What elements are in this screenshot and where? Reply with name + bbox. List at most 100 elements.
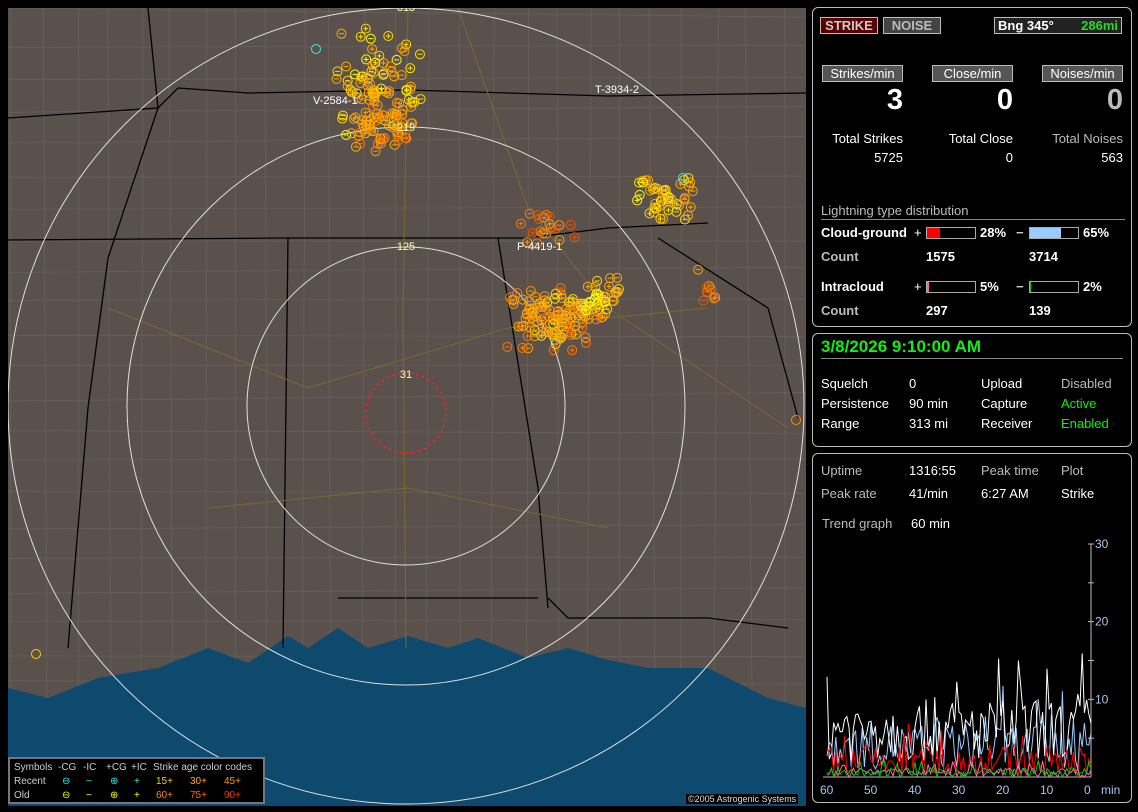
strike-circle-icon bbox=[537, 301, 548, 312]
close-per-min-button[interactable]: Close/min bbox=[932, 65, 1013, 82]
lightning-map[interactable]: 31 125 219 313 V-2584-1 T-3934-2 P-4419-… bbox=[8, 8, 806, 806]
strike-circle-icon bbox=[370, 146, 381, 157]
strike-circle-icon bbox=[376, 83, 387, 94]
strike-circle-icon bbox=[502, 341, 513, 352]
strike-circle-icon bbox=[604, 281, 615, 292]
strike-marker bbox=[352, 92, 363, 103]
strike-marker bbox=[569, 232, 580, 243]
strike-circle-icon bbox=[612, 272, 623, 283]
range-label: Range bbox=[821, 416, 860, 431]
strike-marker bbox=[527, 227, 538, 238]
trend-graph: 30 20 10 60 50 40 30 20 10 0 min bbox=[820, 537, 1120, 797]
legend-header-age: Strike age color codes bbox=[153, 762, 252, 773]
strike-button[interactable]: STRIKE bbox=[820, 17, 878, 34]
strike-circle-icon bbox=[554, 235, 565, 246]
plot-value[interactable]: Strike bbox=[1061, 486, 1095, 501]
datetime: 3/8/2026 9:10:00 AM bbox=[821, 337, 1123, 359]
strike-circle-icon bbox=[378, 68, 389, 79]
peak-time-value: 6:27 AM bbox=[981, 486, 1029, 501]
strike-marker bbox=[332, 66, 343, 77]
copyright: ©2005 Astrogenic Systems bbox=[686, 794, 799, 804]
strike-marker bbox=[350, 112, 361, 123]
strike-circle-icon bbox=[505, 292, 516, 303]
strike-circle-icon bbox=[375, 138, 386, 149]
strike-circle-icon bbox=[369, 88, 380, 99]
age-15: 15+ bbox=[156, 776, 173, 787]
age-30: 30+ bbox=[190, 776, 207, 787]
strike-circle-icon bbox=[414, 49, 425, 60]
receiver-value: Enabled bbox=[1061, 416, 1109, 431]
receiver-label: Receiver bbox=[981, 416, 1033, 431]
strike-circle-icon bbox=[341, 129, 352, 140]
strike-marker bbox=[508, 298, 519, 309]
neg-cg-old-icon: ⊖ bbox=[62, 790, 71, 801]
strike-circle-icon bbox=[550, 288, 561, 299]
strike-circle-icon bbox=[383, 88, 394, 99]
cg-pos-sign: + bbox=[914, 225, 922, 240]
x-tick-label: 30 bbox=[952, 783, 966, 797]
strike-circle-icon bbox=[660, 184, 671, 195]
cg-count-label: Count bbox=[821, 249, 859, 264]
pos-ic-recent-icon: + bbox=[134, 776, 140, 787]
strike-marker bbox=[547, 327, 558, 338]
strike-marker bbox=[590, 314, 601, 325]
ic-neg-count: 139 bbox=[1029, 303, 1051, 318]
strike-marker bbox=[702, 282, 713, 293]
strikes-per-min-button[interactable]: Strikes/min bbox=[822, 65, 903, 82]
x-tick-label: 0 bbox=[1084, 783, 1091, 797]
strike-circle-icon bbox=[682, 210, 693, 221]
strike-marker bbox=[383, 120, 394, 131]
strike-circle-icon bbox=[637, 176, 648, 187]
strike-marker bbox=[553, 306, 564, 317]
strike-marker bbox=[387, 108, 398, 119]
strike-marker bbox=[366, 66, 377, 77]
strike-circle-icon bbox=[651, 203, 662, 214]
county-line bbox=[42, 8, 48, 806]
upload-label: Upload bbox=[981, 376, 1023, 391]
ic-pos-pct: 5% bbox=[980, 279, 999, 294]
strike-marker bbox=[597, 312, 608, 323]
strike-marker bbox=[367, 59, 378, 70]
strike-circle-icon bbox=[336, 28, 347, 39]
strike-circle-icon bbox=[350, 69, 361, 80]
strike-circle-icon bbox=[532, 316, 543, 327]
strike-circle-icon bbox=[693, 264, 704, 275]
county-line bbox=[8, 556, 806, 559]
state-border bbox=[547, 597, 789, 629]
x-tick-label: 20 bbox=[996, 783, 1010, 797]
strike-circle-icon bbox=[378, 110, 389, 121]
strike-circle-icon bbox=[685, 177, 696, 188]
strike-circle-icon bbox=[392, 129, 403, 140]
legend-header-pos-cg: +CG bbox=[106, 762, 127, 773]
strike-marker bbox=[708, 293, 719, 304]
strike-circle-icon bbox=[529, 325, 540, 336]
strike-marker bbox=[544, 219, 555, 230]
strike-circle-icon bbox=[589, 294, 600, 305]
persistence-value: 90 min bbox=[909, 396, 949, 411]
pos-ic-old-icon: + bbox=[134, 790, 140, 801]
strike-circle-icon bbox=[331, 73, 342, 84]
noise-button[interactable]: NOISE bbox=[883, 17, 941, 34]
strike-circle-icon bbox=[355, 31, 366, 42]
state-border bbox=[497, 237, 549, 609]
strike-circle-icon bbox=[403, 94, 414, 105]
strike-circle-icon bbox=[563, 323, 574, 334]
age-45: 45+ bbox=[224, 776, 241, 787]
strike-marker bbox=[361, 54, 372, 65]
strike-marker bbox=[632, 195, 643, 206]
x-tick-label: 60 bbox=[820, 783, 834, 797]
strike-marker bbox=[383, 30, 394, 41]
strike-marker bbox=[600, 296, 611, 307]
strike-circle-icon bbox=[379, 132, 390, 143]
strike-circle-icon bbox=[536, 315, 547, 326]
strike-marker bbox=[577, 322, 588, 333]
strike-marker bbox=[663, 205, 674, 216]
strike-circle-icon bbox=[360, 128, 371, 139]
total-close-label: Total Close bbox=[948, 131, 1013, 146]
strike-marker bbox=[536, 330, 547, 341]
neg-cg-recent-icon: ⊖ bbox=[62, 776, 71, 787]
strike-circle-icon bbox=[597, 312, 608, 323]
strike-marker bbox=[584, 296, 595, 307]
strike-marker bbox=[396, 70, 407, 81]
noises-per-min-button[interactable]: Noises/min bbox=[1042, 65, 1123, 82]
